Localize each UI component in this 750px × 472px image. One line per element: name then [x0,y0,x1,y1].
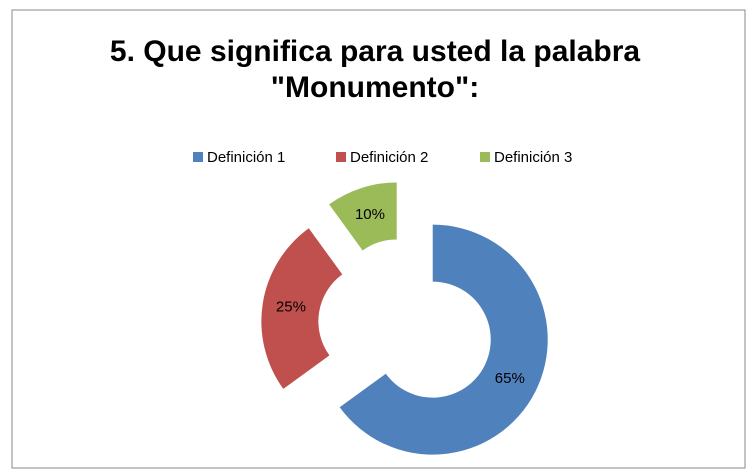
donut-segment [339,224,548,455]
data-label: 65% [495,370,525,387]
chart-title: 5. Que significa para usted la palabra "… [109,35,641,104]
legend-label: Definición 1 [207,149,285,166]
donut-segment [329,182,397,251]
legend-label: Definición 3 [494,149,572,166]
legend-swatch [480,152,490,162]
legend-label: Definición 2 [350,149,428,166]
data-label: 25% [276,299,306,316]
donut-segment [261,228,343,389]
legend-swatch [193,152,203,162]
legend-swatch [336,152,346,162]
data-label: 10% [355,206,385,223]
